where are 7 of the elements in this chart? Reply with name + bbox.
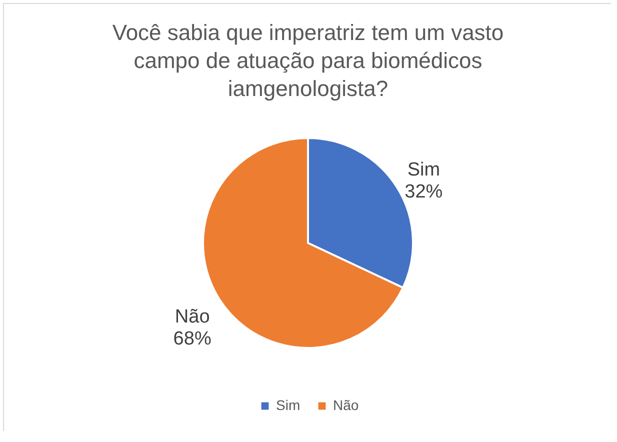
legend-label: Não	[333, 397, 359, 413]
legend-label: Sim	[276, 397, 300, 413]
chart-title: Você sabia que imperatriz tem um vasto campo de atuação para biomédicos iamgenologista?	[112, 20, 504, 101]
data-label: 32%	[404, 182, 443, 203]
data-label: 68%	[173, 328, 212, 350]
slice-label: Não	[174, 306, 210, 328]
slice-label: Sim	[407, 160, 440, 181]
